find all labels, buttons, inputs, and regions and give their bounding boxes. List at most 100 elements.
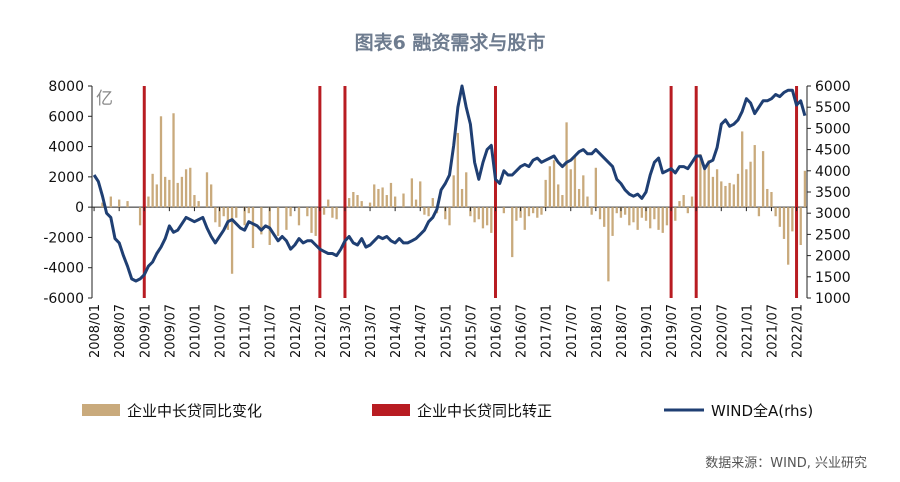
bar xyxy=(193,195,196,208)
bar xyxy=(481,207,485,229)
bar xyxy=(373,184,376,208)
bar xyxy=(138,207,142,226)
bar xyxy=(151,173,154,208)
x-tick-label: 2010/01 xyxy=(188,304,203,358)
x-tick-label: 2015/01 xyxy=(439,304,454,358)
right-tick-label: 1500 xyxy=(815,270,851,286)
bar xyxy=(603,207,606,227)
right-tick-label: 5000 xyxy=(815,121,851,137)
bar xyxy=(297,207,301,226)
left-tick-label: 6000 xyxy=(48,109,84,125)
bar xyxy=(561,195,564,208)
bar xyxy=(619,207,623,218)
bar xyxy=(623,207,627,215)
bar xyxy=(607,207,610,282)
x-tick-label: 2017/01 xyxy=(540,304,555,358)
bar xyxy=(477,207,480,220)
bar xyxy=(109,196,112,208)
bar xyxy=(327,199,330,208)
ticks-layer: -6000 -4000 -2000 0 2000 4000 6000 8000 1000 1500… xyxy=(43,79,850,358)
bar xyxy=(159,116,163,208)
bar xyxy=(632,207,635,223)
bar xyxy=(347,198,351,208)
bar xyxy=(577,188,581,208)
bar xyxy=(306,207,309,217)
x-tick-label: 2016/07 xyxy=(515,304,530,358)
left-tick-label: -6000 xyxy=(43,291,84,307)
bar xyxy=(590,207,593,215)
left-unit-label: 亿 xyxy=(96,89,113,109)
bar xyxy=(268,207,271,245)
bar xyxy=(511,207,514,258)
bar xyxy=(674,207,677,221)
x-tick-label: 2012/01 xyxy=(289,304,304,358)
bar xyxy=(419,181,422,208)
bar xyxy=(247,207,250,214)
x-tick-label: 2020/07 xyxy=(715,304,730,358)
bar xyxy=(791,207,794,232)
bar xyxy=(118,199,121,208)
right-tick-label: 3500 xyxy=(815,185,851,201)
x-tick-label: 2016/01 xyxy=(489,304,504,358)
right-tick-label: 3000 xyxy=(815,206,851,222)
bar xyxy=(322,207,326,215)
x-tick-label: 2019/01 xyxy=(640,304,655,358)
bar xyxy=(745,169,748,208)
legend-label-bars: 企业中长贷同比变化 xyxy=(127,402,262,420)
bar xyxy=(540,207,543,215)
x-tick-label: 2022/01 xyxy=(791,304,806,358)
left-tick-label: -2000 xyxy=(43,230,84,246)
bar xyxy=(523,207,526,230)
bar xyxy=(640,207,643,218)
bar xyxy=(728,182,731,208)
bar xyxy=(314,207,317,236)
bar xyxy=(251,207,255,249)
bar xyxy=(184,169,188,208)
right-tick-label: 1000 xyxy=(815,291,851,307)
bar xyxy=(389,182,393,208)
bar xyxy=(310,207,313,233)
bar xyxy=(285,207,288,230)
bar xyxy=(778,207,781,227)
bar xyxy=(235,207,238,218)
bar xyxy=(276,207,280,236)
bar xyxy=(770,192,773,208)
left-tick-label: -4000 xyxy=(43,261,84,277)
bar xyxy=(582,175,585,208)
bar xyxy=(736,173,740,208)
chart-title: 图表6 融资需求与股市 xyxy=(354,32,546,54)
x-tick-label: 2009/07 xyxy=(163,304,178,358)
bar xyxy=(502,207,506,214)
x-tick-label: 2020/01 xyxy=(690,304,705,358)
x-tick-label: 2014/07 xyxy=(414,304,429,358)
bar xyxy=(473,207,476,223)
bar xyxy=(787,207,790,265)
wind-all-a-line xyxy=(92,84,807,283)
legend-label-vlines: 企业中长贷同比转正 xyxy=(417,402,552,420)
bar xyxy=(126,201,129,208)
bar xyxy=(569,169,572,208)
bar xyxy=(360,201,363,208)
bar xyxy=(665,207,669,226)
bar xyxy=(427,207,430,217)
bar xyxy=(544,179,547,208)
x-tick-label: 2010/07 xyxy=(214,304,229,358)
bar xyxy=(527,207,531,217)
bar xyxy=(469,207,472,217)
bar xyxy=(749,161,752,208)
bar xyxy=(557,184,560,208)
bar xyxy=(548,166,552,208)
bar xyxy=(573,155,577,208)
bar xyxy=(352,192,355,208)
bar xyxy=(490,207,493,233)
bar xyxy=(536,207,539,218)
x-tick-label: 2013/07 xyxy=(364,304,379,358)
bar xyxy=(661,207,664,233)
bar xyxy=(531,207,535,214)
left-tick-label: 8000 xyxy=(48,79,84,95)
bar xyxy=(214,207,217,223)
x-tick-label: 2015/07 xyxy=(464,304,479,358)
bar xyxy=(657,207,660,230)
bar xyxy=(226,207,230,230)
